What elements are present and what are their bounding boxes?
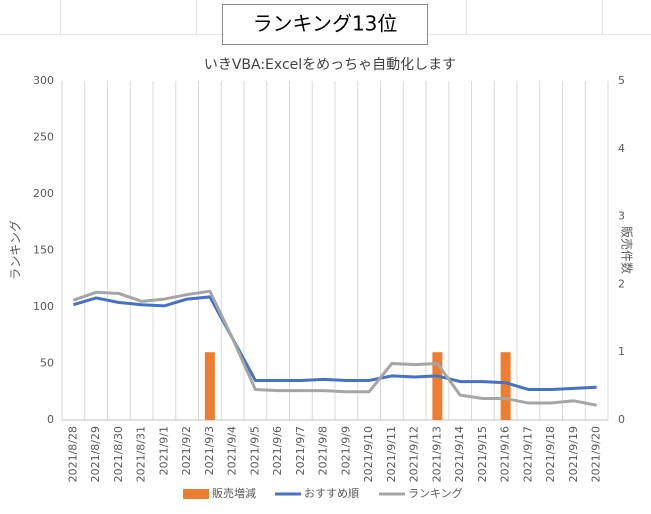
x-tick-label: 2021/9/2 xyxy=(180,426,193,475)
x-tick-label: 2021/9/4 xyxy=(226,426,239,475)
y-tick-label: 50 xyxy=(40,357,54,370)
y-axis-label: ランキング xyxy=(9,220,23,280)
bar xyxy=(500,352,511,420)
y-tick-label: 0 xyxy=(47,413,54,426)
x-tick-label: 2021/9/1 xyxy=(157,426,170,475)
x-tick-label: 2021/9/3 xyxy=(203,426,216,475)
x-tick-label: 2021/8/31 xyxy=(135,426,148,482)
y-tick-label: 250 xyxy=(33,131,54,144)
x-tick-label: 2021/9/17 xyxy=(521,426,534,482)
line xyxy=(72,289,597,407)
x-tick-label: 2021/9/20 xyxy=(590,426,603,482)
x-tick-label: 2021/9/14 xyxy=(453,426,466,482)
bar xyxy=(432,352,443,420)
y2-axis-label: 販売件数 xyxy=(620,226,635,274)
y2-tick-label: 5 xyxy=(618,74,625,87)
y-tick-label: 300 xyxy=(33,74,54,87)
textbox-text: ランキング13位 xyxy=(253,12,398,36)
y2-tick-label: 3 xyxy=(618,210,625,223)
y2-tick-label: 4 xyxy=(618,142,625,155)
x-tick-label: 2021/9/8 xyxy=(317,426,330,475)
y2-tick-label: 2 xyxy=(618,277,625,290)
x-tick-label: 2021/9/19 xyxy=(567,426,580,482)
x-tick-label: 2021/8/28 xyxy=(66,426,79,482)
x-tick-label: 2021/9/9 xyxy=(339,426,352,475)
legend-label: 販売増減 xyxy=(212,486,256,500)
bar xyxy=(204,352,215,420)
textbox xyxy=(222,4,428,45)
line xyxy=(72,295,597,391)
x-tick-label: 2021/9/15 xyxy=(476,426,489,482)
x-tick-label: 2021/9/16 xyxy=(499,426,512,482)
x-tick-label: 2021/9/5 xyxy=(248,426,261,475)
x-tick-label: 2021/9/11 xyxy=(385,426,398,482)
x-tick-label: 2021/9/12 xyxy=(408,426,421,482)
x-tick-label: 2021/9/18 xyxy=(544,426,557,482)
y-tick-label: 100 xyxy=(33,300,54,313)
legend-label: おすすめ順 xyxy=(304,487,359,500)
y2-tick-label: 1 xyxy=(618,345,625,358)
chart-title: いきVBA:Excelをめっちゃ自動化します xyxy=(204,57,456,73)
x-tick-label: 2021/8/29 xyxy=(89,426,102,482)
y-tick-label: 150 xyxy=(33,244,54,257)
y-tick-label: 200 xyxy=(33,187,54,200)
legend-label: ランキング xyxy=(408,486,463,500)
y2-tick-label: 0 xyxy=(618,413,625,426)
x-tick-label: 2021/9/13 xyxy=(430,426,443,482)
x-tick-label: 2021/8/30 xyxy=(112,426,125,482)
x-tick-label: 2021/9/7 xyxy=(294,426,307,475)
x-tick-label: 2021/9/6 xyxy=(271,426,284,475)
legend-swatch xyxy=(183,489,209,499)
x-tick-label: 2021/9/10 xyxy=(362,426,375,482)
